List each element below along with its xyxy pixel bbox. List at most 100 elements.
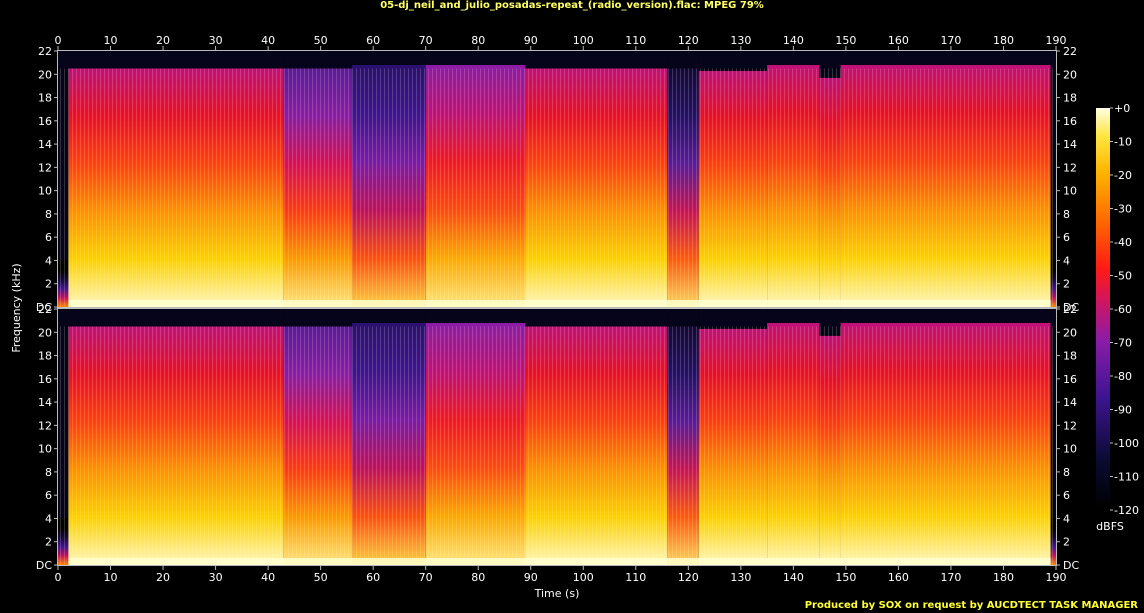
y-tick-label-right: 14 bbox=[1063, 396, 1077, 409]
colorbar-tick-label: -10 bbox=[1114, 136, 1132, 149]
x-tick-label-bottom: 110 bbox=[625, 571, 646, 584]
cutoff-band-4 bbox=[283, 51, 353, 69]
cutoff-band-6 bbox=[425, 51, 526, 65]
y-tick-label-right: 2 bbox=[1063, 278, 1070, 291]
transient-texture bbox=[58, 68, 1056, 307]
y-tick-label-right: 16 bbox=[1063, 373, 1077, 386]
y-tick-label-left: 6 bbox=[45, 231, 52, 244]
x-tick-label-top: 180 bbox=[993, 34, 1014, 47]
colorbar-tick-label: -40 bbox=[1114, 236, 1132, 249]
x-axis-title: Time (s) bbox=[534, 587, 580, 600]
colorbar-label: dBFS bbox=[1096, 520, 1124, 533]
x-tick-label-bottom: 170 bbox=[940, 571, 961, 584]
y-tick-label-right: 20 bbox=[1063, 326, 1077, 339]
x-tick-label-top: 190 bbox=[1046, 34, 1067, 47]
colorbar: +0 -10 -20 -30 -40 -50 -60 -70 -80 -90 -100 -110 -12… bbox=[1096, 102, 1139, 533]
x-tick-label-top: 60 bbox=[366, 34, 380, 47]
channel-2-spectrogram bbox=[57, 308, 1057, 566]
colorbar-tick-label: -80 bbox=[1114, 370, 1132, 383]
x-tick-label-bottom: 160 bbox=[888, 571, 909, 584]
y-tick-label-left: 22 bbox=[38, 45, 52, 58]
cutoff-band-9 bbox=[698, 309, 768, 329]
cutoff-band-6 bbox=[425, 309, 526, 323]
cutoff-band-3 bbox=[142, 309, 284, 327]
y-tick-label-left: 6 bbox=[45, 489, 52, 502]
colorbar-tick-label: -100 bbox=[1114, 437, 1139, 450]
x-tick-label-bottom: 10 bbox=[104, 571, 118, 584]
x-tick-label-top: 30 bbox=[209, 34, 223, 47]
x-tick-label-top: 20 bbox=[156, 34, 170, 47]
y-tick-label-right: 22 bbox=[1063, 303, 1077, 316]
x-tick-label-top: 160 bbox=[888, 34, 909, 47]
x-tick-label-bottom: 130 bbox=[730, 571, 751, 584]
y-tick-label-left: 14 bbox=[38, 396, 52, 409]
y-tick-label-right: DC bbox=[1063, 559, 1079, 572]
y-tick-label-right: 16 bbox=[1063, 115, 1077, 128]
colorbar-tick-label: -30 bbox=[1114, 203, 1132, 216]
y-tick-label-right: 10 bbox=[1063, 185, 1077, 198]
y-tick-label-right: 2 bbox=[1063, 536, 1070, 549]
x-tick-label-bottom: 140 bbox=[783, 571, 804, 584]
y-tick-label-left: 12 bbox=[38, 161, 52, 174]
y-tick-label-right: 18 bbox=[1063, 350, 1077, 363]
colorbar-gradient-bar bbox=[1096, 108, 1110, 510]
y-tick-label-right: 12 bbox=[1063, 161, 1077, 174]
y-tick-label-left: 4 bbox=[45, 512, 52, 525]
y-tick-label-right: 4 bbox=[1063, 254, 1070, 267]
y-tick-label-left: 8 bbox=[45, 466, 52, 479]
colorbar-tick-label: -120 bbox=[1114, 504, 1139, 517]
cutoff-band-3 bbox=[142, 51, 284, 69]
x-tick-label-top: 90 bbox=[524, 34, 538, 47]
x-tick-label-bottom: 60 bbox=[366, 571, 380, 584]
y-tick-label-right: 22 bbox=[1063, 45, 1077, 58]
y-tick-label-left: 10 bbox=[38, 185, 52, 198]
y-tick-label-right: DC bbox=[1063, 301, 1079, 314]
colorbar-tick-label: -90 bbox=[1114, 404, 1132, 417]
x-tick-label-top: 150 bbox=[835, 34, 856, 47]
colorbar-tick-label: -110 bbox=[1114, 471, 1139, 484]
y-tick-label-left: 2 bbox=[45, 278, 52, 291]
cutoff-band-8 bbox=[667, 309, 699, 327]
x-tick-label-bottom: 20 bbox=[156, 571, 170, 584]
cutoff-band-12 bbox=[840, 51, 1051, 65]
y-tick-label-left: DC bbox=[36, 559, 52, 572]
credit-text: Produced by SOX on request by AUCDTECT T… bbox=[804, 600, 1138, 611]
cutoff-band-7 bbox=[525, 51, 668, 69]
y-tick-label-left: 16 bbox=[38, 373, 52, 386]
x-tick-label-bottom: 80 bbox=[471, 571, 485, 584]
x-tick-label-bottom: 0 bbox=[55, 571, 62, 584]
cutoff-band-8 bbox=[667, 51, 699, 69]
cutoff-band-2 bbox=[68, 51, 142, 69]
y-tick-label-left: 16 bbox=[38, 115, 52, 128]
y-tick-label-left: 20 bbox=[38, 68, 52, 81]
x-tick-label-bottom: 180 bbox=[993, 571, 1014, 584]
y-tick-label-left: 10 bbox=[38, 443, 52, 456]
x-tick-label-top: 80 bbox=[471, 34, 485, 47]
cutoff-band-5 bbox=[352, 309, 426, 323]
x-tick-label-top: 100 bbox=[573, 34, 594, 47]
y-tick-label-left: 20 bbox=[38, 326, 52, 339]
colorbar-tick-label: -70 bbox=[1114, 337, 1132, 350]
cutoff-band-12 bbox=[840, 309, 1051, 323]
y-tick-label-right: 18 bbox=[1063, 92, 1077, 105]
cutoff-band-2 bbox=[68, 309, 142, 327]
x-tick-label-bottom: 100 bbox=[573, 571, 594, 584]
y-tick-label-left: 18 bbox=[38, 350, 52, 363]
cutoff-band-4 bbox=[283, 309, 353, 327]
x-tick-label-top: 70 bbox=[419, 34, 433, 47]
x-tick-label-bottom: 70 bbox=[419, 571, 433, 584]
y-tick-label-right: 10 bbox=[1063, 443, 1077, 456]
y-tick-label-left: 2 bbox=[45, 536, 52, 549]
y-tick-label-left: 14 bbox=[38, 138, 52, 151]
channel-1-spectrogram bbox=[57, 50, 1057, 308]
cutoff-band-10 bbox=[767, 309, 820, 323]
chart-title: 05-dj_neil_and_julio_posadas-repeat_(rad… bbox=[380, 0, 764, 11]
y-tick-label-left: 4 bbox=[45, 254, 52, 267]
y-tick-label-left: 12 bbox=[38, 419, 52, 432]
y-tick-label-right: 6 bbox=[1063, 489, 1070, 502]
x-tick-label-bottom: 90 bbox=[524, 571, 538, 584]
colorbar-tick-label: +0 bbox=[1114, 102, 1130, 115]
cutoff-band-7 bbox=[525, 309, 668, 327]
